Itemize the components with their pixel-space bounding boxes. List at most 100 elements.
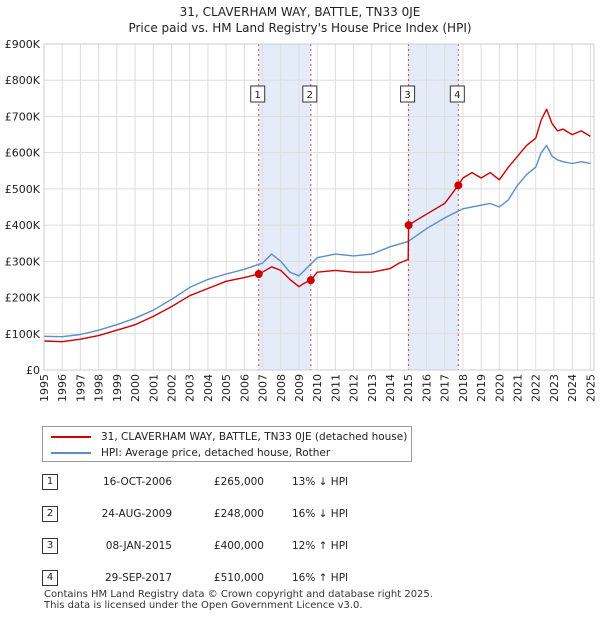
- y-tick-label: £100K: [5, 328, 41, 341]
- grid-lines: [43, 43, 594, 371]
- x-tick-label: 2025: [584, 374, 597, 402]
- sale-price: £400,000: [213, 540, 264, 552]
- x-tick-label: 2003: [184, 374, 197, 402]
- legend-item-property: 31, CLAVERHAM WAY, BATTLE, TN33 0JE (det…: [51, 429, 407, 445]
- y-tick-label: £600K: [5, 147, 41, 160]
- sale-number: 4: [42, 570, 58, 586]
- series-line: [43, 108, 591, 343]
- footer: Contains HM Land Registry data © Crown c…: [44, 589, 433, 611]
- series-lines: [43, 108, 591, 343]
- sale-hpi-diff: 13% ↓ HPI: [292, 476, 349, 488]
- sale-hpi-diff: 16% ↓ HPI: [292, 508, 349, 520]
- sale-marker-box: [302, 85, 318, 103]
- x-tick-label: 2007: [257, 374, 270, 402]
- legend-swatch-property: [51, 436, 91, 438]
- sale-hpi-diff: 16% ↑ HPI: [292, 572, 349, 584]
- sale-number: 3: [42, 538, 58, 554]
- sale-dot: [254, 270, 263, 279]
- x-tick-label: 2013: [366, 374, 379, 402]
- x-tick-label: 2005: [220, 374, 233, 402]
- sale-price: £248,000: [213, 508, 264, 520]
- x-tick-label: 1999: [111, 374, 124, 402]
- x-tick-label: 2024: [566, 374, 579, 402]
- x-tick-label: 2016: [420, 374, 433, 402]
- x-tick-label: 2011: [329, 374, 342, 402]
- y-tick-label: £300K: [5, 255, 41, 268]
- x-tick-label: 2008: [275, 374, 288, 402]
- x-tick-label: 2023: [548, 374, 561, 402]
- sale-price: £510,000: [213, 572, 264, 584]
- x-tick-label: 2012: [348, 374, 361, 402]
- sale-marker-box: [250, 85, 266, 103]
- sale-marker: 2: [302, 85, 318, 103]
- sale-price: £265,000: [213, 476, 264, 488]
- x-tick-label: 2000: [129, 374, 142, 402]
- y-tick-label: £900K: [5, 38, 41, 51]
- x-tick-label: 2020: [493, 374, 506, 402]
- x-axis-ticks: 1995 1996 1997 1998 1999 2000 2001 2002 2003 2004…: [38, 374, 597, 402]
- x-tick-label: 2006: [238, 374, 251, 402]
- x-tick-label: 2014: [384, 374, 397, 402]
- x-tick-label: 1996: [56, 374, 69, 402]
- sale-marker-label: 1: [255, 90, 261, 101]
- footer-licence: This data is licensed under the Open Gov…: [44, 600, 363, 611]
- sale-row: 4 29-SEP-2017 £510,000 16% ↑ HPI: [42, 570, 442, 590]
- sale-marker: 1: [250, 85, 266, 103]
- y-tick-label: £0: [26, 364, 40, 377]
- x-tick-label: 2018: [457, 374, 470, 402]
- sale-dot: [306, 276, 315, 285]
- sale-dots: [254, 181, 463, 285]
- sale-marker-boxes: 1 2 3 4: [250, 85, 465, 103]
- y-tick-label: £800K: [5, 74, 41, 87]
- sale-marker-label: 2: [307, 90, 313, 101]
- legend-item-hpi: HPI: Average price, detached house, Roth…: [51, 445, 330, 461]
- plot-frame: [43, 43, 595, 371]
- sale-hpi-diff: 12% ↑ HPI: [292, 540, 349, 552]
- x-tick-label: 2019: [475, 374, 488, 402]
- sale-number: 2: [42, 506, 58, 522]
- x-tick-label: 2021: [512, 374, 525, 402]
- sale-date: 16-OCT-2006: [103, 476, 172, 488]
- x-tick-label: 2009: [293, 374, 306, 402]
- sale-marker-lines: [258, 44, 459, 370]
- y-tick-label: £200K: [5, 292, 41, 305]
- sale-dot: [404, 221, 413, 230]
- legend-label-hpi: HPI: Average price, detached house, Roth…: [101, 447, 331, 459]
- sale-marker: 3: [400, 85, 416, 103]
- chart-title: 31, CLAVERHAM WAY, BATTLE, TN33 0JE: [179, 5, 421, 19]
- y-tick-label: £700K: [5, 110, 41, 123]
- sale-date: 08-JAN-2015: [105, 540, 172, 552]
- sale-date: 24-AUG-2009: [101, 508, 172, 520]
- legend-swatch-hpi: [51, 452, 91, 454]
- y-tick-label: £500K: [5, 183, 41, 196]
- x-tick-label: 1998: [93, 374, 106, 402]
- price-chart: 1 2 3 4 £0 £100K £200K £300K £400K £500K £600K £70…: [5, 38, 598, 402]
- sale-marker-label: 4: [454, 90, 460, 101]
- sale-dot: [454, 181, 463, 190]
- shaded-ranges: [258, 44, 459, 370]
- sale-marker-box: [449, 85, 465, 103]
- x-tick-label: 2022: [530, 374, 543, 402]
- x-tick-label: 1997: [74, 374, 87, 402]
- x-tick-label: 2017: [439, 374, 452, 402]
- x-tick-label: 1995: [38, 374, 51, 402]
- y-tick-label: £400K: [5, 219, 41, 232]
- sale-marker: 4: [449, 85, 465, 103]
- x-tick-label: 2001: [147, 374, 160, 402]
- footer-copyright: Contains HM Land Registry data © Crown c…: [44, 589, 433, 600]
- sale-marker-box: [400, 85, 416, 103]
- chart-subtitle: Price paid vs. HM Land Registry's House …: [128, 21, 472, 35]
- x-tick-label: 2004: [202, 374, 215, 402]
- chart-title-block: 31, CLAVERHAM WAY, BATTLE, TN33 0JE Pric…: [0, 4, 600, 36]
- legend: 31, CLAVERHAM WAY, BATTLE, TN33 0JE (det…: [42, 426, 412, 462]
- sale-date: 29-SEP-2017: [104, 572, 172, 584]
- sale-row: 2 24-AUG-2009 £248,000 16% ↓ HPI: [42, 506, 442, 526]
- legend-label-property: 31, CLAVERHAM WAY, BATTLE, TN33 0JE (det…: [101, 431, 408, 443]
- sale-row: 3 08-JAN-2015 £400,000 12% ↑ HPI: [42, 538, 442, 558]
- x-tick-label: 2015: [402, 374, 415, 402]
- sale-number: 1: [42, 474, 58, 490]
- y-axis-ticks: £0 £100K £200K £300K £400K £500K £600K £700K £80…: [5, 38, 41, 377]
- series-line: [43, 144, 591, 338]
- sale-marker-label: 3: [404, 90, 410, 101]
- x-tick-label: 2010: [311, 374, 324, 402]
